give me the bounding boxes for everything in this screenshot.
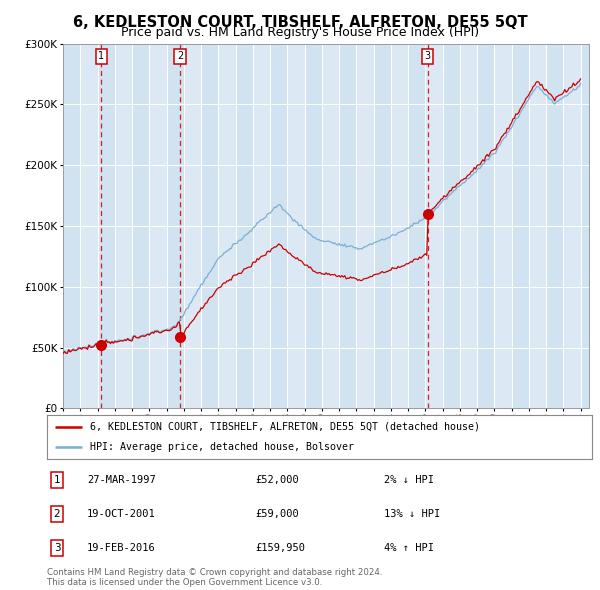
Text: HPI: Average price, detached house, Bolsover: HPI: Average price, detached house, Bols… xyxy=(91,442,355,452)
Text: 2: 2 xyxy=(177,51,184,61)
Text: £52,000: £52,000 xyxy=(255,475,299,484)
Text: 3: 3 xyxy=(424,51,431,61)
Bar xyxy=(512,44,529,408)
Bar xyxy=(374,44,391,408)
Text: Contains HM Land Registry data © Crown copyright and database right 2024.
This d: Contains HM Land Registry data © Crown c… xyxy=(47,568,382,587)
Text: £59,000: £59,000 xyxy=(255,509,299,519)
Text: 6, KEDLESTON COURT, TIBSHELF, ALFRETON, DE55 5QT (detached house): 6, KEDLESTON COURT, TIBSHELF, ALFRETON, … xyxy=(91,422,481,432)
Text: 27-MAR-1997: 27-MAR-1997 xyxy=(87,475,156,484)
Bar xyxy=(408,44,425,408)
Bar xyxy=(546,44,563,408)
Bar xyxy=(201,44,218,408)
Bar xyxy=(305,44,322,408)
Text: 2: 2 xyxy=(53,509,61,519)
Text: 19-FEB-2016: 19-FEB-2016 xyxy=(87,543,156,553)
Bar xyxy=(236,44,253,408)
Text: 3: 3 xyxy=(53,543,61,553)
Text: 19-OCT-2001: 19-OCT-2001 xyxy=(87,509,156,519)
Text: 2% ↓ HPI: 2% ↓ HPI xyxy=(384,475,434,484)
Text: £159,950: £159,950 xyxy=(255,543,305,553)
Text: 4% ↑ HPI: 4% ↑ HPI xyxy=(384,543,434,553)
Text: 6, KEDLESTON COURT, TIBSHELF, ALFRETON, DE55 5QT: 6, KEDLESTON COURT, TIBSHELF, ALFRETON, … xyxy=(73,15,527,30)
Text: 1: 1 xyxy=(98,51,104,61)
Bar xyxy=(477,44,494,408)
Text: Price paid vs. HM Land Registry's House Price Index (HPI): Price paid vs. HM Land Registry's House … xyxy=(121,26,479,39)
Bar xyxy=(167,44,184,408)
Bar xyxy=(270,44,287,408)
Bar xyxy=(443,44,460,408)
Bar xyxy=(581,44,598,408)
Bar xyxy=(132,44,149,408)
Bar xyxy=(339,44,356,408)
Text: 13% ↓ HPI: 13% ↓ HPI xyxy=(384,509,440,519)
Bar xyxy=(98,44,115,408)
Bar xyxy=(63,44,80,408)
Text: 1: 1 xyxy=(53,475,61,484)
